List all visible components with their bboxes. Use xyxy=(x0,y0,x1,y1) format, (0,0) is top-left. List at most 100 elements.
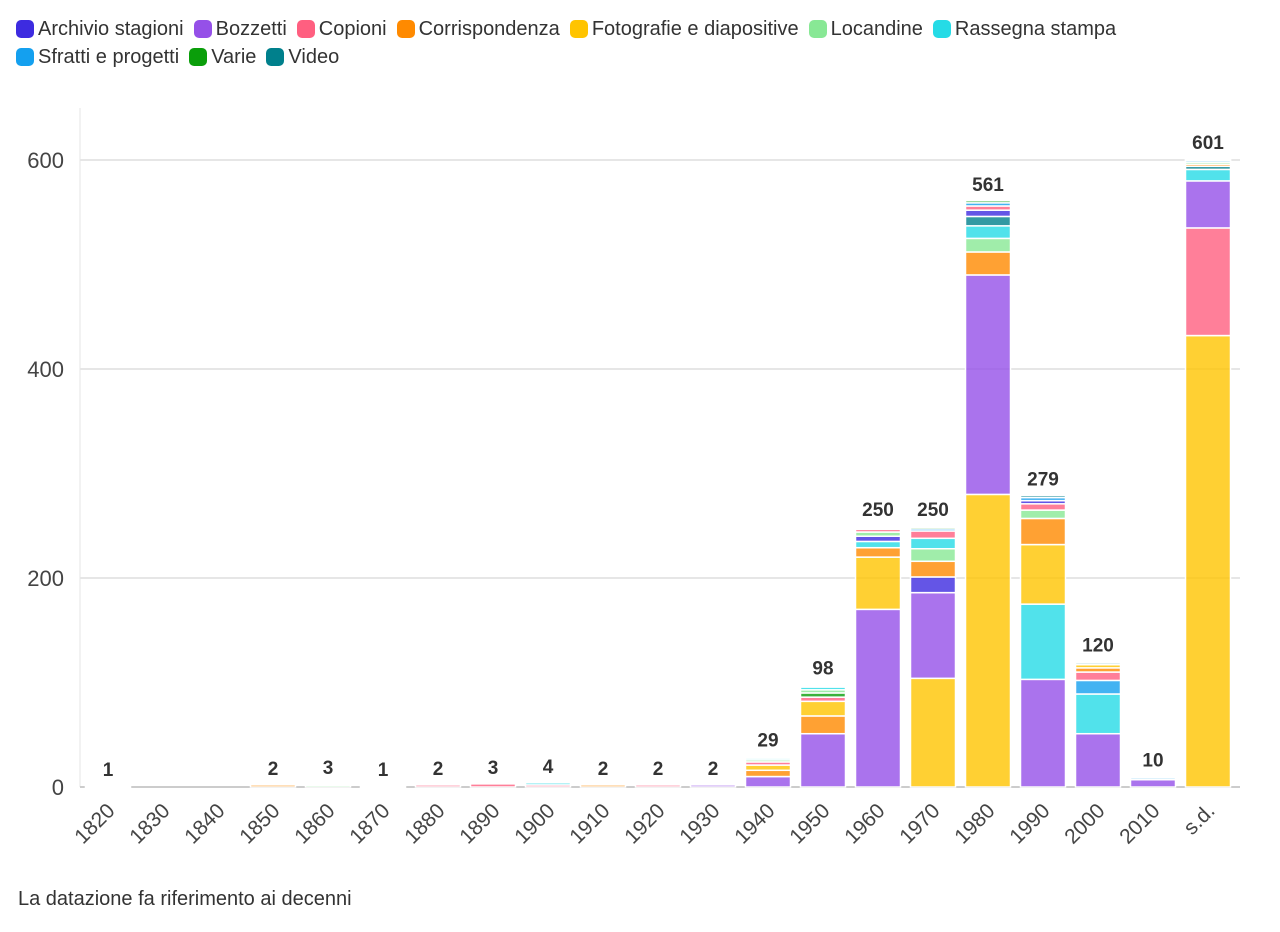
legend-item[interactable]: Copioni xyxy=(296,18,387,40)
total-label: 120 xyxy=(1082,636,1114,657)
legend-label: Video xyxy=(288,46,340,68)
x-tick-label: 2010 xyxy=(1115,799,1164,848)
x-tick-label: 1840 xyxy=(180,799,229,848)
bar-segment: Copioni: 2 xyxy=(414,784,462,788)
bar-segment: Corrispondenza: 2 xyxy=(249,784,297,788)
bar-segment: Fotografie e diapositive: 57 xyxy=(1019,543,1067,605)
bar-segment: Video: 1 xyxy=(854,525,902,528)
bar-segment: Fotografie e diapositive: 1 xyxy=(304,783,352,787)
total-label: 2 xyxy=(708,759,719,780)
legend: Archivio stagioni Bozzetti Copioni Corrispo… xyxy=(16,18,1236,68)
bar-segment: Fotografie e diapositive: 14 xyxy=(799,700,847,717)
bar-segment: Fotografie e diapositive: 104 xyxy=(909,677,957,788)
bar-segment: Rassegna stampa: 6 xyxy=(854,540,902,549)
legend-label: Locandine xyxy=(830,18,923,40)
total-label: 2 xyxy=(433,759,444,780)
bar-segment: Locandine: 8 xyxy=(1019,509,1067,520)
bar-segment: Fotografie e diapositive: 50 xyxy=(854,556,902,611)
x-tick-label: 1870 xyxy=(345,799,394,848)
x-tick-label: 1860 xyxy=(290,799,339,848)
x-tick-label: 1910 xyxy=(565,799,614,848)
legend-item[interactable]: Corrispondenza xyxy=(396,18,560,40)
x-tick-label: 2000 xyxy=(1060,799,1109,848)
x-tick-label: 1890 xyxy=(455,799,504,848)
bar-segment: Sfratti e progetti: 13 xyxy=(1074,679,1122,695)
bar-segment: Bozzetti: 7 xyxy=(1129,778,1177,788)
bar-segment: Copioni: 1 xyxy=(359,785,407,789)
total-label: 561 xyxy=(972,175,1004,196)
total-label: 3 xyxy=(323,758,334,779)
total-label: 2 xyxy=(268,759,279,780)
bar-segment: Copioni: 6 xyxy=(1019,503,1067,511)
legend-swatch xyxy=(266,48,285,66)
x-tick-label: 1950 xyxy=(785,799,834,848)
bar-segment: Bozzetti: 170 xyxy=(854,608,902,788)
stacked-bar-chart: 0 200 400 600 Copioni: 1 1 1820 1830 1840 Corrisp… xyxy=(27,108,1240,849)
bar-segment: Bozzetti: 103 xyxy=(1019,678,1067,788)
x-tick-label: 1830 xyxy=(125,799,174,848)
bar-segment: Archivio stagioni: 15 xyxy=(909,576,957,594)
total-label: 2 xyxy=(653,759,664,780)
legend-item[interactable]: Sfratti e progetti xyxy=(16,46,179,68)
bar-segment: Archivio stagioni: 1 xyxy=(744,755,792,759)
legend-item[interactable]: Varie xyxy=(189,46,256,68)
bar-segment: Fotografie e diapositive: 280 xyxy=(964,493,1012,788)
bar-segment: Varie: 2 xyxy=(964,200,1012,204)
total-label: 2 xyxy=(598,759,609,780)
legend-label: Fotografie e diapositive xyxy=(591,18,799,40)
bar-segment: Copioni: 1 xyxy=(84,785,132,789)
bar-segment: Copioni: 3 xyxy=(469,783,517,788)
x-tick-label: 1940 xyxy=(730,799,779,848)
bar-segment: Corrispondenza: 22 xyxy=(964,251,1012,276)
total-label: 4 xyxy=(543,757,554,778)
bar-segment: Bozzetti: 210 xyxy=(964,274,1012,496)
legend-swatch xyxy=(16,20,34,38)
legend-swatch xyxy=(808,20,827,38)
bar-segment: Video: 9 xyxy=(964,215,1012,227)
legend-swatch xyxy=(16,48,34,66)
x-tick-label: 1990 xyxy=(1005,799,1054,848)
bar-segment: Bozzetti: 2 xyxy=(689,784,737,788)
bar-segment: Copioni: 2 xyxy=(634,784,682,788)
legend-item[interactable]: Archivio stagioni xyxy=(16,18,184,40)
legend-item[interactable]: Rassegna stampa xyxy=(932,18,1116,40)
x-tick-label: 1900 xyxy=(510,799,559,848)
x-tick-label: 1920 xyxy=(620,799,669,848)
total-label: 279 xyxy=(1027,469,1059,490)
bar-segment: Rassegna stampa: 10 xyxy=(909,537,957,550)
total-label: 10 xyxy=(1142,751,1163,772)
total-label: 98 xyxy=(812,659,833,680)
legend-item[interactable]: Bozzetti xyxy=(193,18,287,40)
bar-segment: Corrispondenza: 25 xyxy=(1019,517,1067,546)
bar-segment: Archivio stagioni: 6 xyxy=(964,209,1012,218)
bar-segment: Bozzetti: 51 xyxy=(799,732,847,788)
bar-segment: Locandine: 13 xyxy=(964,237,1012,253)
x-tick-label: 1960 xyxy=(840,799,889,848)
legend-swatch xyxy=(296,20,315,38)
legend-item[interactable]: Locandine xyxy=(808,18,923,40)
bar-segment: Video: 2 xyxy=(1019,494,1067,499)
bar-segment: Fotografie e diapositive: 432 xyxy=(1184,334,1232,788)
total-label: 1 xyxy=(378,760,389,781)
bar-segment: Corrispondenza: 6 xyxy=(744,769,792,778)
legend-swatch xyxy=(932,20,951,38)
total-label: 3 xyxy=(488,758,499,779)
bar-segment: Varie: 1 xyxy=(1184,158,1232,162)
total-label: 250 xyxy=(917,500,949,521)
legend-label: Archivio stagioni xyxy=(38,18,184,40)
x-tick-label: 1880 xyxy=(400,799,449,848)
legend-swatch xyxy=(569,20,588,38)
bar-segment: Bozzetti: 51 xyxy=(1074,732,1122,788)
legend-item[interactable]: Video xyxy=(266,46,339,68)
x-tick-label: s.d. xyxy=(1179,799,1219,839)
bar-segment: Bozzetti: 82 xyxy=(909,591,957,680)
bar-segment: Corrispondenza: 15 xyxy=(909,560,957,578)
footnote: La datazione fa riferimento ai decenni xyxy=(18,888,352,910)
x-tick-label: 1980 xyxy=(950,799,999,848)
y-tick-label: 600 xyxy=(27,148,64,173)
legend-item[interactable]: Fotografie e diapositive xyxy=(569,18,799,40)
bar-segment: Fotografie e diapositive: 5 xyxy=(744,764,792,772)
bar-segment: Locandine: 1 xyxy=(1074,660,1122,664)
bar-segment: Corrispondenza: 2 xyxy=(579,784,627,788)
bar-segment: Corrispondenza: 9 xyxy=(854,546,902,558)
